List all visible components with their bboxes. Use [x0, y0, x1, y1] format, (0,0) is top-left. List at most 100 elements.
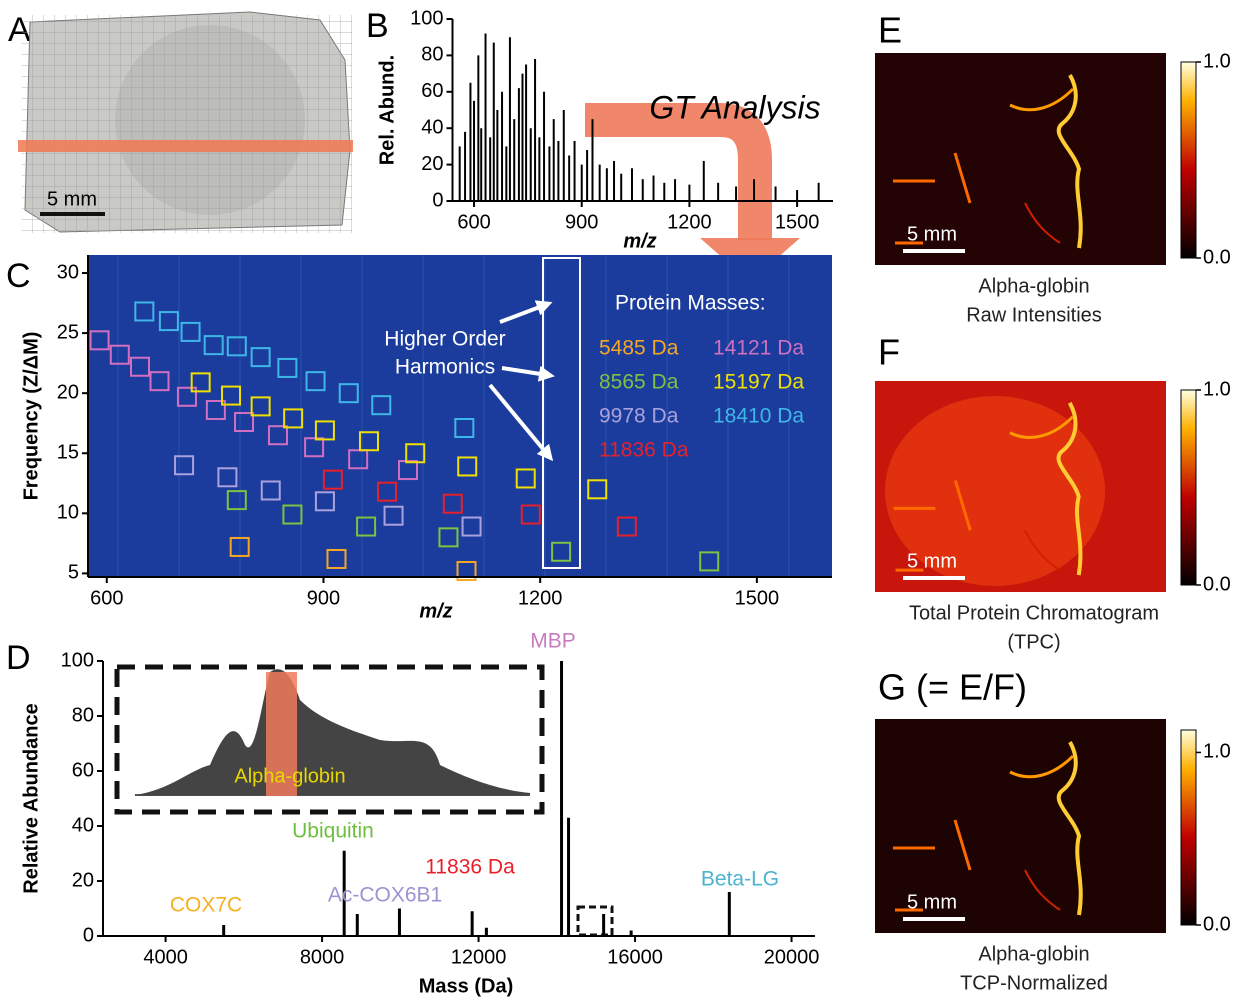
x-axis-label: m/z [623, 230, 656, 252]
colorbar-tick-label: 1.0 [1203, 378, 1231, 400]
harmonic-box [326, 548, 347, 569]
peak-annotation: Ubiquitin [292, 820, 374, 843]
y-axis-label: Relative Abundance [20, 703, 42, 893]
harmonic-box [461, 516, 482, 537]
inset-source-box [576, 905, 614, 937]
harmonic-box [174, 455, 195, 476]
legend-title: Protein Masses: [615, 292, 766, 315]
harmonic-box [348, 449, 369, 470]
harmonics-box [542, 257, 581, 569]
y-tick-label: 20 [72, 869, 94, 891]
x-tick-label: 4000 [143, 946, 188, 968]
x-tick-label: 16000 [607, 946, 663, 968]
panel-label: C [6, 257, 31, 295]
y-tick-label: 100 [410, 7, 443, 29]
image-panel: F 5 mm Total Protein Chromatogram (TPC) 1.0 0… [878, 332, 1231, 654]
inset-frame [114, 664, 545, 815]
image-background [875, 719, 1166, 933]
harmonic-box [371, 395, 392, 416]
annotation: GT Analysis [649, 89, 820, 125]
harmonic-box [515, 468, 536, 489]
chart-b: GT Analysis 0 20 40 60 80 100 600 900 1200 1500 m/z… [366, 7, 833, 252]
legend-entry: 15197 Da [713, 371, 804, 394]
harmonic-box [267, 425, 288, 446]
harmonic-box [314, 491, 335, 512]
caption: Alpha-globin [978, 275, 1089, 297]
scale-bar-label: 5 mm [907, 223, 957, 245]
harmonic-box [217, 467, 238, 488]
raster-grid [22, 15, 352, 233]
scale-bar-label: 5 mm [47, 188, 97, 210]
harmonic-box [438, 527, 459, 548]
x-tick-label: 20000 [764, 946, 820, 968]
harmonic-box [205, 399, 226, 420]
scale-bar [903, 576, 965, 580]
scale-bar [903, 249, 965, 253]
x-tick-label: 8000 [300, 946, 345, 968]
harmonic-box [176, 386, 197, 407]
peak-annotation: Beta-LG [701, 868, 779, 891]
scale-bar [40, 212, 105, 216]
harmonic-box [699, 551, 720, 572]
x-tick-label: 1500 [735, 587, 780, 609]
harmonic-box [551, 541, 572, 562]
arrow [488, 383, 554, 462]
scale-bar [903, 917, 965, 921]
harmonic-box [456, 560, 477, 581]
caption: Alpha-globin [978, 943, 1089, 965]
chart-d: Alpha-globin MBP Ubiquitin 11836 Da COX7C Ac-… [6, 630, 819, 998]
y-tick-label: 60 [421, 80, 443, 102]
harmonic-box [616, 516, 637, 537]
harmonic-box [221, 385, 242, 406]
x-tick-label: 600 [90, 587, 123, 609]
peak-annotation: COX7C [170, 894, 242, 917]
caption: Total Protein Chromatogram [909, 602, 1159, 624]
harmonic-box [454, 418, 475, 439]
harmonic-box [314, 420, 335, 441]
harmonic-box [282, 504, 303, 525]
colorbar [1180, 389, 1197, 586]
colorbar-tick-label: 1.0 [1203, 741, 1231, 763]
inset-highlight [266, 672, 297, 796]
harmonic-box [338, 383, 359, 404]
x-tick-label: 900 [565, 211, 598, 233]
x-tick-label: 1500 [775, 211, 820, 233]
harmonic-box [130, 356, 151, 377]
colorbar-tick-label: 0.0 [1203, 246, 1231, 268]
x-tick-label: 1200 [518, 587, 563, 609]
colorbar [1180, 729, 1197, 926]
legend-entry: 11836 Da [599, 439, 689, 462]
harmonic-box [109, 344, 130, 365]
gt-arrow [585, 103, 772, 240]
image-background [875, 53, 1166, 265]
x-tick-label: 600 [457, 211, 490, 233]
legend-entry: 14121 Da [713, 337, 804, 360]
y-tick-label: 20 [421, 153, 443, 175]
harmonic-box [89, 330, 110, 351]
y-tick-label: 25 [57, 321, 79, 343]
legend-entry: 18410 Da [713, 405, 804, 428]
y-tick-label: 40 [72, 814, 94, 836]
x-tick-label: 12000 [451, 946, 507, 968]
harmonic-box [158, 311, 179, 332]
arrow [499, 300, 553, 324]
y-tick-label: 40 [421, 116, 443, 138]
harmonic-box [457, 456, 478, 477]
panel-label: D [6, 639, 31, 677]
legend-entry: 8565 Da [599, 371, 679, 394]
harmonic-box [587, 479, 608, 500]
image-panel: G (= E/F) 5 mm Alpha-globin TCP-Normalized 1… [878, 667, 1231, 995]
y-tick-label: 10 [57, 502, 79, 524]
y-tick-label: 0 [83, 924, 94, 946]
harmonic-box [405, 443, 426, 464]
harmonic-box [520, 504, 541, 525]
caption: TCP-Normalized [960, 972, 1108, 994]
colorbar-tick-label: 0.0 [1203, 913, 1231, 935]
harmonic-box [250, 347, 271, 368]
scale-bar-label: 5 mm [907, 550, 957, 572]
harmonic-box [322, 469, 343, 490]
harmonic-box [377, 481, 398, 502]
harmonic-box [250, 396, 271, 417]
